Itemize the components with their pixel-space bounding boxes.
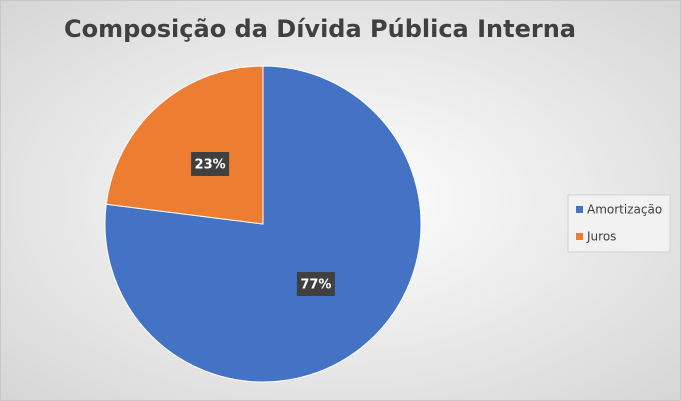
legend-swatch [576, 233, 583, 240]
data-label-box [296, 272, 335, 297]
legend-label: Amortização [587, 203, 662, 217]
pie-slice [105, 65, 264, 225]
legend-box [567, 194, 671, 253]
chart-title: Composição da Dívida Pública Interna [64, 15, 576, 43]
data-label: 23% [195, 157, 226, 172]
pie-slice [104, 65, 422, 383]
data-label-box [191, 151, 230, 176]
legend-label: Juros [586, 230, 616, 244]
data-label: 77% [300, 278, 331, 293]
legend-swatch [576, 206, 583, 213]
